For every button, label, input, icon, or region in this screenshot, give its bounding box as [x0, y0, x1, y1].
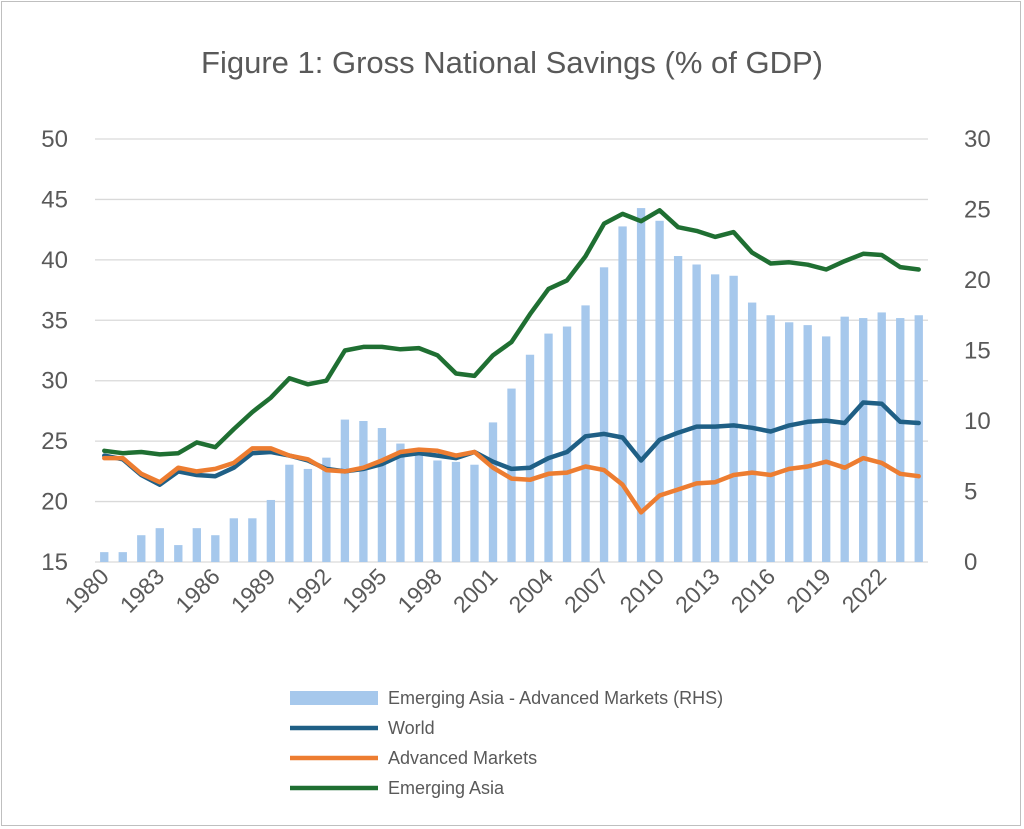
- bar-series: [100, 208, 923, 563]
- bar: [729, 275, 738, 562]
- legend-swatch-bar: [290, 691, 378, 705]
- bar: [914, 315, 923, 562]
- x-tick-label: 1986: [170, 563, 225, 618]
- legend: Emerging Asia - Advanced Markets (RHS) Wo…: [290, 688, 723, 798]
- bar: [747, 302, 757, 562]
- x-axis-ticks: 1980 1983 1986 1989 1992 1995 1998 2001 2004 2007…: [59, 563, 891, 618]
- legend-label: Emerging Asia: [388, 778, 505, 798]
- bar: [636, 208, 646, 562]
- legend-label: Advanced Markets: [388, 748, 537, 768]
- bar: [599, 267, 609, 562]
- bar: [896, 318, 905, 562]
- x-tick-label: 2022: [837, 563, 892, 618]
- bar: [581, 305, 590, 562]
- right-tick-label: 10: [964, 408, 991, 435]
- x-tick-label: 1983: [115, 563, 170, 618]
- bar: [451, 461, 461, 562]
- bar: [285, 464, 294, 562]
- bar: [655, 220, 664, 562]
- bar: [192, 528, 201, 562]
- x-tick-label: 2019: [781, 563, 836, 618]
- bar: [211, 535, 220, 562]
- bar: [155, 528, 164, 562]
- x-tick-label: 1992: [281, 563, 336, 618]
- bar: [766, 315, 775, 562]
- bar: [673, 256, 683, 562]
- bar: [359, 421, 368, 562]
- x-tick-label: 2001: [448, 563, 503, 618]
- right-tick-label: 20: [964, 267, 991, 294]
- right-tick-label: 0: [964, 549, 977, 576]
- left-tick-label: 35: [41, 307, 68, 334]
- x-tick-label: 2004: [503, 563, 558, 618]
- legend-label: World: [388, 718, 435, 738]
- bar: [433, 460, 442, 562]
- bar: [100, 552, 109, 562]
- left-tick-label: 40: [41, 247, 68, 274]
- right-tick-label: 15: [964, 338, 991, 365]
- x-tick-label: 2007: [559, 563, 614, 618]
- bar: [710, 274, 720, 562]
- bar: [377, 428, 387, 562]
- x-tick-label: 2016: [726, 563, 781, 618]
- bar: [118, 552, 127, 562]
- line-series: [102, 208, 921, 515]
- legend-label: Emerging Asia - Advanced Markets (RHS): [388, 688, 723, 708]
- bar: [229, 518, 238, 562]
- series-line-advanced-markets: [102, 446, 921, 515]
- bar: [877, 312, 886, 562]
- left-axis-ticks: 15 20 25 30 35 40 45 50: [41, 126, 68, 576]
- bar: [859, 318, 868, 562]
- bar: [822, 336, 831, 562]
- bar: [303, 468, 313, 562]
- bar: [470, 464, 479, 562]
- x-tick-label: 1998: [392, 563, 447, 618]
- right-axis-ticks: 0 5 10 15 20 25 30: [964, 126, 991, 576]
- right-tick-label: 5: [964, 479, 977, 506]
- right-tick-label: 25: [964, 197, 991, 224]
- right-tick-label: 30: [964, 126, 991, 153]
- bar: [396, 443, 405, 562]
- bar: [488, 422, 498, 562]
- left-tick-label: 25: [41, 428, 68, 455]
- bar: [803, 325, 812, 562]
- bar: [618, 226, 627, 563]
- left-tick-label: 50: [41, 126, 68, 153]
- bar: [322, 457, 331, 562]
- bar: [248, 518, 257, 562]
- series-line-emerging-asia: [102, 208, 921, 457]
- series-line-world: [102, 400, 921, 487]
- left-tick-label: 30: [41, 368, 68, 395]
- bar: [692, 264, 701, 562]
- bar: [525, 354, 535, 562]
- left-tick-label: 45: [41, 186, 68, 213]
- chart-title: Figure 1: Gross National Savings (% of G…: [201, 45, 823, 80]
- x-tick-label: 2010: [615, 563, 670, 618]
- bar: [840, 316, 849, 562]
- left-tick-label: 20: [41, 489, 68, 516]
- bar: [507, 388, 516, 562]
- bar: [137, 535, 146, 562]
- x-tick-label: 1989: [226, 563, 281, 618]
- bar: [414, 453, 424, 562]
- bar: [266, 499, 276, 562]
- left-tick-label: 15: [41, 549, 68, 576]
- bar: [174, 545, 183, 562]
- x-tick-label: 1995: [337, 563, 392, 618]
- bar: [544, 333, 553, 562]
- bar: [340, 419, 350, 562]
- bar: [785, 322, 794, 562]
- bar: [562, 326, 572, 562]
- x-tick-label: 2013: [670, 563, 725, 618]
